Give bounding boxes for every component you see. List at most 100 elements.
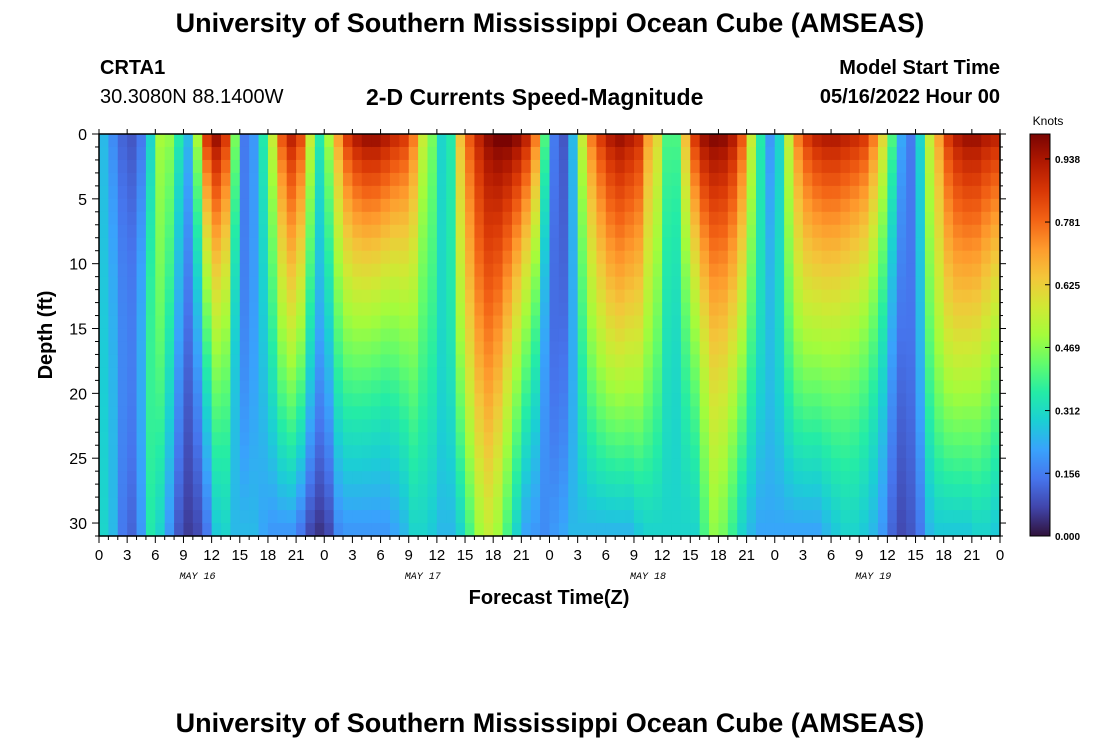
heatmap-cell — [352, 276, 363, 291]
heatmap-cell — [962, 185, 973, 200]
heatmap-cell — [511, 341, 522, 356]
heatmap-cell — [718, 134, 729, 148]
x-tick-label: 18 — [485, 547, 502, 564]
heatmap-cell — [380, 198, 391, 213]
heatmap-cell — [117, 354, 128, 369]
heatmap-cell — [267, 302, 278, 317]
heatmap-cell — [774, 328, 785, 343]
heatmap-cell — [633, 380, 644, 394]
heatmap-cell — [155, 393, 166, 407]
heatmap-cell — [343, 471, 354, 485]
heatmap-cell — [436, 354, 447, 369]
heatmap-cell — [352, 523, 363, 537]
heatmap-cell — [558, 510, 569, 524]
heatmap-cell — [164, 315, 175, 330]
heatmap-cell — [117, 471, 128, 485]
heatmap-cell — [821, 432, 832, 446]
x-tick-label: 3 — [123, 547, 131, 564]
heatmap-cell — [859, 134, 870, 148]
heatmap-cell — [521, 354, 532, 369]
heatmap-cell — [596, 237, 607, 252]
heatmap-cell — [493, 497, 504, 511]
heatmap-cell — [202, 341, 213, 356]
heatmap-cell — [953, 263, 964, 278]
heatmap-cell — [155, 523, 166, 537]
heatmap-cell — [389, 263, 400, 278]
heatmap-cell — [239, 523, 250, 537]
heatmap-cell — [896, 159, 907, 174]
heatmap-cell — [971, 367, 982, 381]
heatmap-cell — [136, 159, 147, 174]
heatmap-cell — [117, 406, 128, 420]
heatmap-cell — [352, 419, 363, 433]
heatmap-cell — [943, 341, 954, 356]
heatmap-cell — [615, 172, 626, 187]
heatmap-cell — [643, 211, 654, 226]
heatmap-cell — [633, 523, 644, 537]
heatmap-cell — [286, 497, 297, 511]
heatmap-cell — [155, 419, 166, 433]
heatmap-cell — [765, 198, 776, 213]
heatmap-cell — [155, 484, 166, 498]
heatmap-cell — [324, 497, 335, 511]
heatmap-cell — [971, 289, 982, 304]
heatmap-cell — [868, 484, 879, 498]
heatmap-cell — [333, 497, 344, 511]
heatmap-cell — [136, 302, 147, 317]
heatmap-cell — [877, 263, 888, 278]
heatmap-cell — [239, 341, 250, 356]
heatmap-cell — [990, 484, 1001, 498]
heatmap-cell — [755, 172, 766, 187]
heatmap-cell — [211, 250, 222, 265]
heatmap-cell — [765, 354, 776, 369]
heatmap-cell — [587, 172, 598, 187]
heatmap-cell — [784, 354, 795, 369]
heatmap-cell — [333, 172, 344, 187]
heatmap-cell — [127, 406, 138, 420]
heatmap-cell — [521, 224, 532, 239]
heatmap-cell — [671, 471, 682, 485]
heatmap-cell — [108, 276, 119, 291]
heatmap-cell — [474, 250, 485, 265]
heatmap-cell — [239, 237, 250, 252]
heatmap-cell — [333, 341, 344, 356]
heatmap-cell — [117, 523, 128, 537]
heatmap-cell — [784, 471, 795, 485]
heatmap-cell — [718, 159, 729, 174]
heatmap-cell — [821, 341, 832, 356]
heatmap-cell — [577, 302, 588, 317]
heatmap-cell — [493, 393, 504, 407]
heatmap-cell — [108, 471, 119, 485]
heatmap-cell — [145, 523, 156, 537]
heatmap-cell — [399, 328, 410, 343]
heatmap-cell — [296, 419, 307, 433]
heatmap-cell — [934, 276, 945, 291]
heatmap-cell — [765, 237, 776, 252]
heatmap-cell — [174, 471, 185, 485]
heatmap-cell — [859, 172, 870, 187]
heatmap-cell — [230, 471, 241, 485]
heatmap-cell — [380, 484, 391, 498]
heatmap-cell — [436, 419, 447, 433]
heatmap-cell — [802, 211, 813, 226]
heatmap-cell — [136, 354, 147, 369]
heatmap-cell — [831, 302, 842, 317]
heatmap-cell — [652, 198, 663, 213]
heatmap-cell — [324, 315, 335, 330]
heatmap-cell — [887, 458, 898, 472]
heatmap-cell — [267, 523, 278, 537]
heatmap-cell — [549, 224, 560, 239]
heatmap-cell — [812, 497, 823, 511]
heatmap-cell — [577, 523, 588, 537]
heatmap-cell — [324, 341, 335, 356]
heatmap-cell — [596, 419, 607, 433]
heatmap-cell — [577, 510, 588, 524]
heatmap-cell — [333, 445, 344, 459]
heatmap-cell — [962, 354, 973, 369]
heatmap-cell — [211, 497, 222, 511]
heatmap-cell — [286, 523, 297, 537]
heatmap-cell — [624, 289, 635, 304]
heatmap-cell — [361, 146, 372, 161]
heatmap-cell — [765, 185, 776, 200]
heatmap-cell — [990, 393, 1001, 407]
